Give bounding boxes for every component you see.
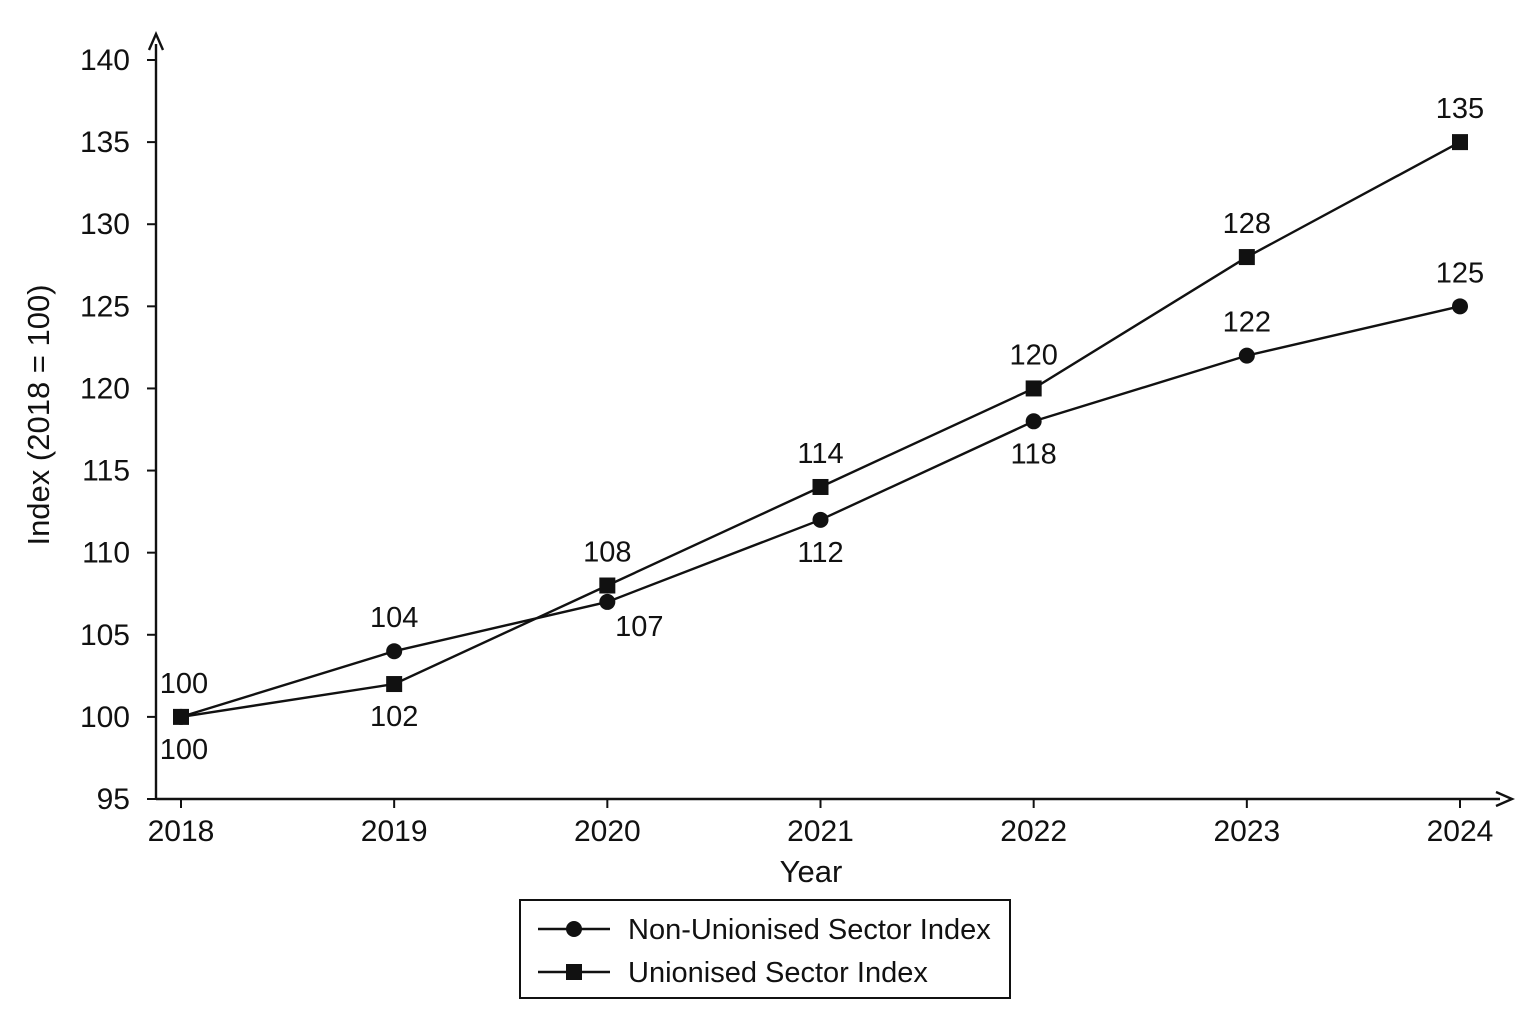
legend-item: Unionised Sector Index (538, 957, 928, 989)
series-line (180, 305, 1461, 719)
legend-label: Unionised Sector Index (628, 957, 928, 989)
x-tick-label: 2018 (148, 815, 215, 848)
legend-item: Non-Unionised Sector Index (538, 914, 991, 946)
data-point-circle (1452, 298, 1468, 315)
y-tick-label: 135 (80, 126, 130, 159)
legend-marker-square (566, 964, 582, 980)
y-tick-label: 110 (82, 537, 130, 570)
data-label: 102 (370, 701, 418, 733)
y-tick-label: 100 (80, 701, 130, 734)
data-label: 122 (1223, 307, 1271, 339)
x-axis-ticks: 2018 2019 2020 2021 2022 2023 2024 (148, 799, 1494, 848)
data-point-circle (812, 511, 829, 528)
x-tick-label: 2023 (1213, 815, 1280, 848)
x-tick-label: 2020 (574, 815, 641, 848)
data-point-circle (1238, 347, 1255, 364)
data-point-square (386, 676, 403, 693)
x-tick-label: 2024 (1427, 815, 1494, 848)
data-label: 100 (160, 734, 208, 766)
data-point-circle (386, 643, 403, 660)
y-tick-label: 120 (80, 372, 130, 405)
data-point-square (1238, 249, 1255, 266)
y-tick-label: 95 (97, 783, 130, 816)
data-label: 125 (1436, 257, 1484, 289)
y-tick-label: 105 (80, 619, 130, 652)
data-point-square (1452, 134, 1468, 151)
data-label: 107 (615, 611, 663, 643)
data-point-circle (1025, 413, 1042, 430)
y-axis-ticks: 95 100 105 110 115 120 125 130 135 140 (80, 44, 156, 816)
data-label: 114 (797, 438, 843, 470)
y-tick-label: 115 (82, 455, 130, 488)
axes (147, 31, 1515, 808)
x-tick-label: 2021 (787, 815, 854, 848)
legend: Non-Unionised Sector Index Unionised Sect… (519, 899, 1011, 999)
data-point-square (1025, 380, 1042, 397)
x-axis-arrow (1495, 790, 1515, 808)
x-tick-label: 2022 (1000, 815, 1067, 848)
data-label: 108 (583, 537, 631, 569)
data-label: 135 (1436, 93, 1484, 125)
legend-marker-circle (566, 921, 582, 937)
data-point-square (173, 708, 189, 725)
data-label: 100 (160, 668, 208, 700)
data-label: 120 (1009, 339, 1057, 371)
x-tick-label: 2019 (361, 815, 428, 848)
series-2: 100 102 108 114 120 128 135 (160, 93, 1484, 733)
data-point-square (812, 478, 829, 495)
y-tick-label: 125 (80, 290, 130, 323)
data-point-square (599, 577, 616, 594)
x-axis-title: Year (780, 854, 843, 889)
legend-label: Non-Unionised Sector Index (628, 914, 991, 946)
legend-box (519, 899, 1011, 999)
data-point-circle (599, 593, 616, 610)
data-label: 128 (1223, 208, 1271, 240)
data-label: 104 (370, 602, 418, 634)
y-axis-title: Index (2018 = 100) (21, 284, 56, 545)
data-label: 118 (1011, 438, 1057, 470)
y-tick-label: 130 (80, 208, 130, 241)
data-label: 112 (797, 537, 843, 569)
y-axis-arrow (147, 31, 165, 51)
y-tick-label: 140 (80, 44, 130, 77)
